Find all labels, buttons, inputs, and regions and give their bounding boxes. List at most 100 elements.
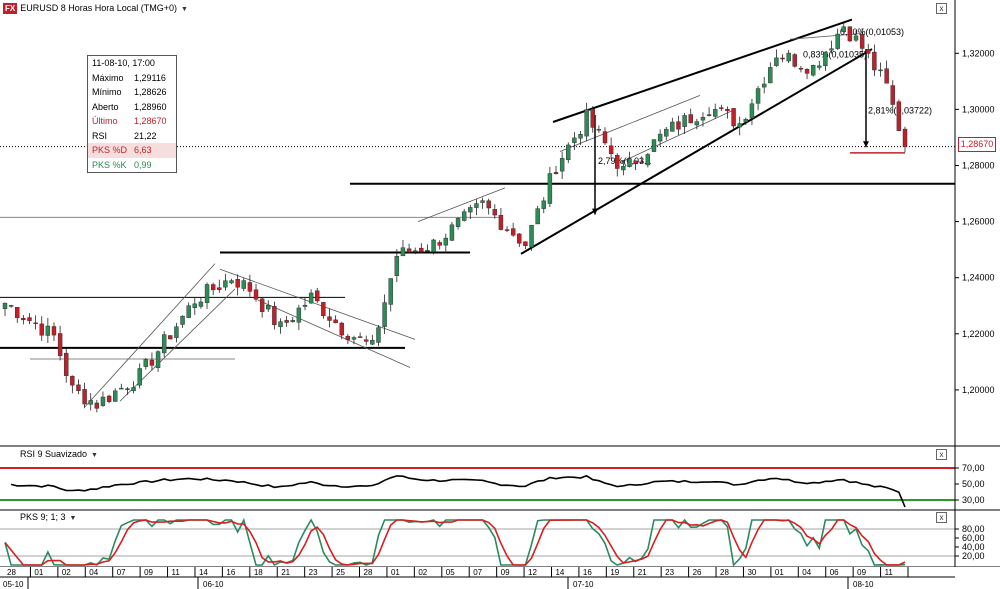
- info-datetime: 11-08-10, 17:00: [92, 58, 155, 68]
- candle-body: [572, 137, 577, 143]
- info-row: RSI 21,22: [92, 130, 157, 141]
- candle-body: [327, 316, 332, 321]
- candle-body: [339, 322, 344, 336]
- x-tick-label: 19: [610, 568, 619, 577]
- info-row: Mínimo 1,28626: [92, 87, 167, 97]
- chevron-down-icon[interactable]: ▼: [69, 515, 77, 522]
- candle-body: [676, 121, 681, 130]
- candle-body: [76, 384, 81, 391]
- candle-body: [651, 139, 657, 152]
- candle-body: [137, 368, 142, 386]
- info-row: Último 1,28670: [92, 116, 167, 126]
- annotation-label: 2,79%(0,03...: [598, 156, 652, 166]
- month-label: 05-10: [3, 580, 24, 589]
- candle-body: [106, 395, 112, 402]
- x-tick-label: 28: [720, 568, 729, 577]
- candle-body: [57, 333, 63, 357]
- candle-body: [541, 200, 546, 209]
- candle-body: [321, 302, 326, 316]
- candle-body: [608, 145, 614, 155]
- candle-body: [272, 306, 277, 325]
- candle-body: [308, 292, 314, 304]
- candle-body: [480, 200, 485, 203]
- y-tick-label: 20,00: [962, 551, 985, 561]
- candle-body: [315, 290, 320, 302]
- close-icon[interactable]: x: [936, 512, 947, 523]
- x-tick-label: 11: [172, 568, 181, 577]
- chevron-down-icon[interactable]: ▼: [181, 6, 188, 13]
- candle-body: [388, 278, 393, 305]
- x-tick-label: 25: [336, 568, 345, 577]
- candle-body: [504, 229, 510, 231]
- candle-body: [131, 387, 136, 392]
- candle-body: [804, 68, 810, 74]
- candle-body: [400, 247, 406, 257]
- x-tick-label: 18: [254, 568, 263, 577]
- y-tick-label: 1,24000: [962, 273, 995, 283]
- candle-body: [896, 101, 902, 131]
- candle-body: [64, 352, 69, 376]
- y-tick-label: 1,26000: [962, 217, 995, 227]
- candle-body: [302, 304, 308, 307]
- candle-body: [847, 26, 853, 42]
- x-tick-label: 04: [89, 568, 98, 577]
- candle-body: [810, 65, 816, 76]
- candle-body: [468, 207, 473, 213]
- candle-body: [15, 307, 20, 319]
- candle-body: [406, 248, 412, 253]
- candle-body: [229, 280, 234, 284]
- close-icon[interactable]: x: [936, 449, 947, 460]
- arrow-head: [592, 208, 598, 215]
- x-tick-label: 11: [885, 568, 894, 577]
- candle-body: [621, 165, 626, 171]
- x-tick-label: 28: [364, 568, 373, 577]
- candle-body: [431, 239, 436, 252]
- info-row: PKS %D 6,63: [88, 143, 176, 158]
- y-tick-label: 1,32000: [962, 48, 995, 58]
- x-tick-label: 26: [693, 568, 702, 577]
- rsi-title[interactable]: RSI 9 Suavizado ▼: [20, 447, 98, 461]
- symbol-title[interactable]: EURUSD 8 Horas Hora Local (TMG+0): [20, 3, 178, 13]
- candle-body: [474, 203, 479, 208]
- candle-body: [180, 315, 185, 325]
- candle-body: [247, 282, 253, 292]
- candle-body: [700, 117, 706, 121]
- candle-body: [82, 389, 87, 405]
- candle-body: [731, 108, 736, 127]
- candle-body: [174, 326, 179, 338]
- y-tick-label: 30,00: [962, 495, 985, 505]
- info-row: Máximo 1,29116: [92, 72, 166, 83]
- candle-body: [688, 114, 693, 124]
- candle-body: [143, 359, 149, 367]
- y-tick-label: 1,20000: [962, 385, 995, 395]
- x-tick-label: 04: [802, 568, 811, 577]
- candle-body: [204, 284, 210, 304]
- chevron-down-icon[interactable]: ▼: [91, 452, 98, 459]
- candle-body: [364, 339, 369, 342]
- candle-body: [100, 396, 106, 406]
- candle-body: [333, 319, 338, 324]
- month-label: 06-10: [203, 580, 224, 589]
- info-row: Aberto 1,28960: [92, 101, 167, 112]
- close-icon[interactable]: x: [936, 3, 947, 14]
- candle-body: [486, 200, 491, 209]
- candle-body: [633, 160, 638, 165]
- candle-body: [657, 133, 663, 142]
- x-tick-label: 09: [857, 568, 866, 577]
- candle-body: [296, 307, 302, 323]
- candle-body: [682, 115, 687, 127]
- y-tick-label: 1,30000: [962, 104, 995, 114]
- candle-body: [792, 54, 797, 67]
- candle-body: [345, 335, 351, 340]
- candle-body: [719, 107, 724, 109]
- trendline: [552, 18, 853, 123]
- candle-body: [284, 320, 289, 323]
- candle-body: [780, 57, 785, 60]
- pks-title[interactable]: PKS 9; 1; 3 ▼: [20, 510, 76, 524]
- candle-body: [198, 301, 204, 307]
- candle-body: [755, 88, 761, 104]
- candle-body: [119, 387, 124, 390]
- pks-d-line: [4, 519, 906, 566]
- x-tick-label: 14: [555, 568, 564, 577]
